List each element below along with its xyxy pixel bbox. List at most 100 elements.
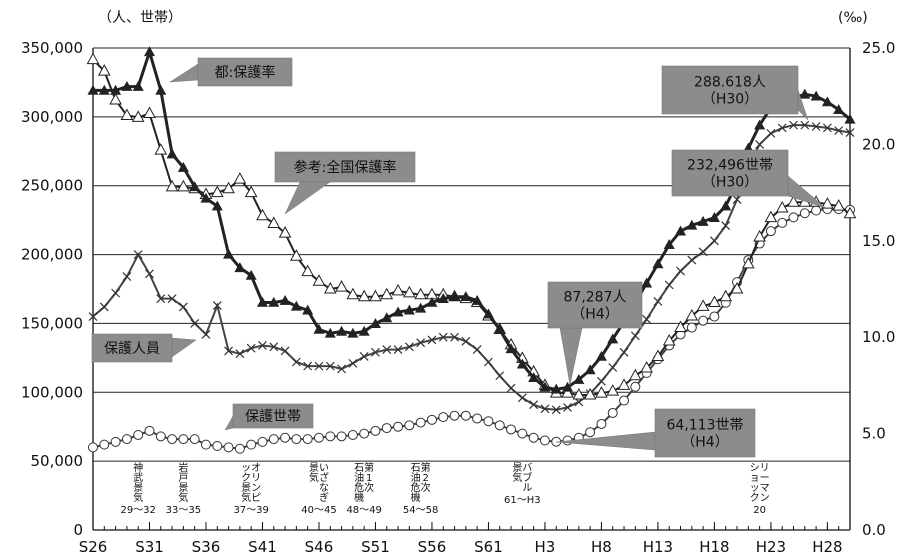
data-point-persons bbox=[777, 123, 787, 133]
data-point-persons bbox=[811, 122, 821, 131]
data-point-households bbox=[200, 439, 211, 450]
right-tick-label: 0.0 bbox=[862, 521, 886, 539]
data-point-national-rate bbox=[267, 216, 281, 228]
callout-pointer bbox=[169, 63, 199, 83]
event-char: 気 bbox=[178, 491, 188, 504]
data-point-households bbox=[359, 428, 370, 439]
callout-text: 87,287人 bbox=[564, 290, 627, 306]
data-point-persons bbox=[416, 338, 426, 348]
data-point-households bbox=[268, 434, 279, 445]
data-point-tokyo-rate bbox=[347, 327, 359, 338]
callout-pointer bbox=[284, 181, 331, 215]
series-households bbox=[88, 204, 855, 454]
callout-pointer bbox=[224, 415, 234, 431]
event-char: 石 bbox=[411, 463, 421, 474]
data-point-tokyo-rate bbox=[663, 239, 675, 249]
event-char: 気 bbox=[309, 471, 319, 484]
data-point-national-rate bbox=[120, 108, 134, 120]
data-point-households bbox=[596, 418, 607, 429]
data-point-persons bbox=[201, 330, 211, 339]
callout-text: （H4） bbox=[571, 307, 618, 323]
data-point-tokyo-rate bbox=[810, 90, 822, 101]
series-persons bbox=[88, 120, 855, 415]
data-point-households bbox=[799, 208, 810, 219]
data-point-persons bbox=[393, 345, 403, 355]
data-point-national-rate bbox=[369, 289, 382, 302]
data-point-persons bbox=[269, 342, 279, 352]
data-point-persons bbox=[687, 255, 697, 265]
left-tick-label: 50,000 bbox=[31, 452, 84, 470]
data-point-tokyo-rate bbox=[336, 325, 348, 336]
data-point-national-rate bbox=[414, 287, 428, 300]
data-point-households bbox=[585, 427, 596, 438]
series-layer bbox=[86, 46, 857, 454]
data-point-persons bbox=[291, 357, 301, 367]
data-point-persons bbox=[404, 342, 414, 352]
right-tick-label: 5.0 bbox=[862, 425, 886, 443]
data-point-national-rate bbox=[719, 289, 733, 302]
event-char: 1 bbox=[366, 473, 372, 484]
data-point-tokyo-rate bbox=[211, 200, 223, 211]
data-point-persons bbox=[258, 341, 267, 350]
x-tick-label: S36 bbox=[192, 538, 221, 556]
event-char: ョ bbox=[750, 473, 760, 484]
data-point-tokyo-rate bbox=[313, 323, 325, 334]
data-point-tokyo-rate bbox=[460, 291, 472, 302]
data-point-national-rate bbox=[233, 172, 247, 184]
data-point-national-rate bbox=[97, 64, 111, 76]
event-char: 景 bbox=[133, 482, 143, 494]
event-char: 景 bbox=[512, 462, 522, 474]
data-point-tokyo-rate bbox=[268, 296, 280, 307]
data-point-tokyo-rate bbox=[200, 192, 212, 203]
event-char: 石 bbox=[354, 463, 364, 474]
event-char: ー bbox=[760, 473, 770, 484]
data-point-persons bbox=[834, 126, 844, 136]
data-point-tokyo-rate bbox=[550, 383, 562, 394]
left-tick-label: 250,000 bbox=[21, 177, 83, 195]
data-point-households bbox=[494, 420, 505, 431]
callout-persons: 保護人員 bbox=[91, 333, 197, 363]
x-tick-label: H28 bbox=[812, 538, 842, 556]
data-point-tokyo-rate bbox=[471, 294, 483, 305]
data-point-national-rate bbox=[696, 299, 710, 311]
event-char: 景 bbox=[178, 482, 188, 494]
event-char: バ bbox=[522, 462, 532, 474]
event-char: 危 bbox=[411, 482, 421, 494]
event-char: 危 bbox=[354, 482, 364, 494]
data-point-households bbox=[155, 431, 166, 442]
data-point-households bbox=[539, 435, 550, 446]
data-point-persons bbox=[529, 400, 539, 410]
callout-households_h4: 64,113世帯（H4） bbox=[555, 408, 756, 458]
data-point-tokyo-rate bbox=[98, 84, 110, 95]
data-point-national-rate bbox=[346, 287, 360, 300]
x-tick-label: S51 bbox=[361, 538, 390, 556]
data-point-national-rate bbox=[572, 388, 586, 400]
event-char: ピ bbox=[251, 492, 261, 504]
data-point-households bbox=[167, 434, 178, 445]
data-point-national-rate bbox=[764, 210, 778, 223]
data-point-tokyo-rate bbox=[595, 350, 607, 361]
data-point-national-rate bbox=[606, 384, 620, 396]
right-axis-label: (‰) bbox=[838, 10, 868, 26]
data-point-households bbox=[133, 429, 144, 440]
data-point-national-rate bbox=[210, 185, 224, 198]
data-point-households bbox=[528, 432, 539, 443]
callout-box bbox=[91, 333, 173, 363]
data-point-persons bbox=[800, 120, 810, 130]
data-point-households bbox=[234, 443, 245, 454]
event-char: 機 bbox=[354, 491, 364, 504]
data-point-households bbox=[709, 311, 720, 322]
left-axis-label: （人、世帯） bbox=[98, 10, 182, 26]
data-point-households bbox=[99, 439, 110, 450]
data-point-persons bbox=[551, 405, 561, 415]
data-point-households bbox=[291, 434, 302, 445]
data-point-persons bbox=[359, 352, 369, 361]
callout-text: 都:保護率 bbox=[215, 64, 276, 81]
data-point-persons bbox=[653, 296, 663, 306]
data-point-households bbox=[449, 410, 460, 421]
event-char: ン bbox=[251, 483, 261, 494]
event-char: シ bbox=[750, 463, 760, 474]
data-point-national-rate bbox=[403, 285, 416, 298]
